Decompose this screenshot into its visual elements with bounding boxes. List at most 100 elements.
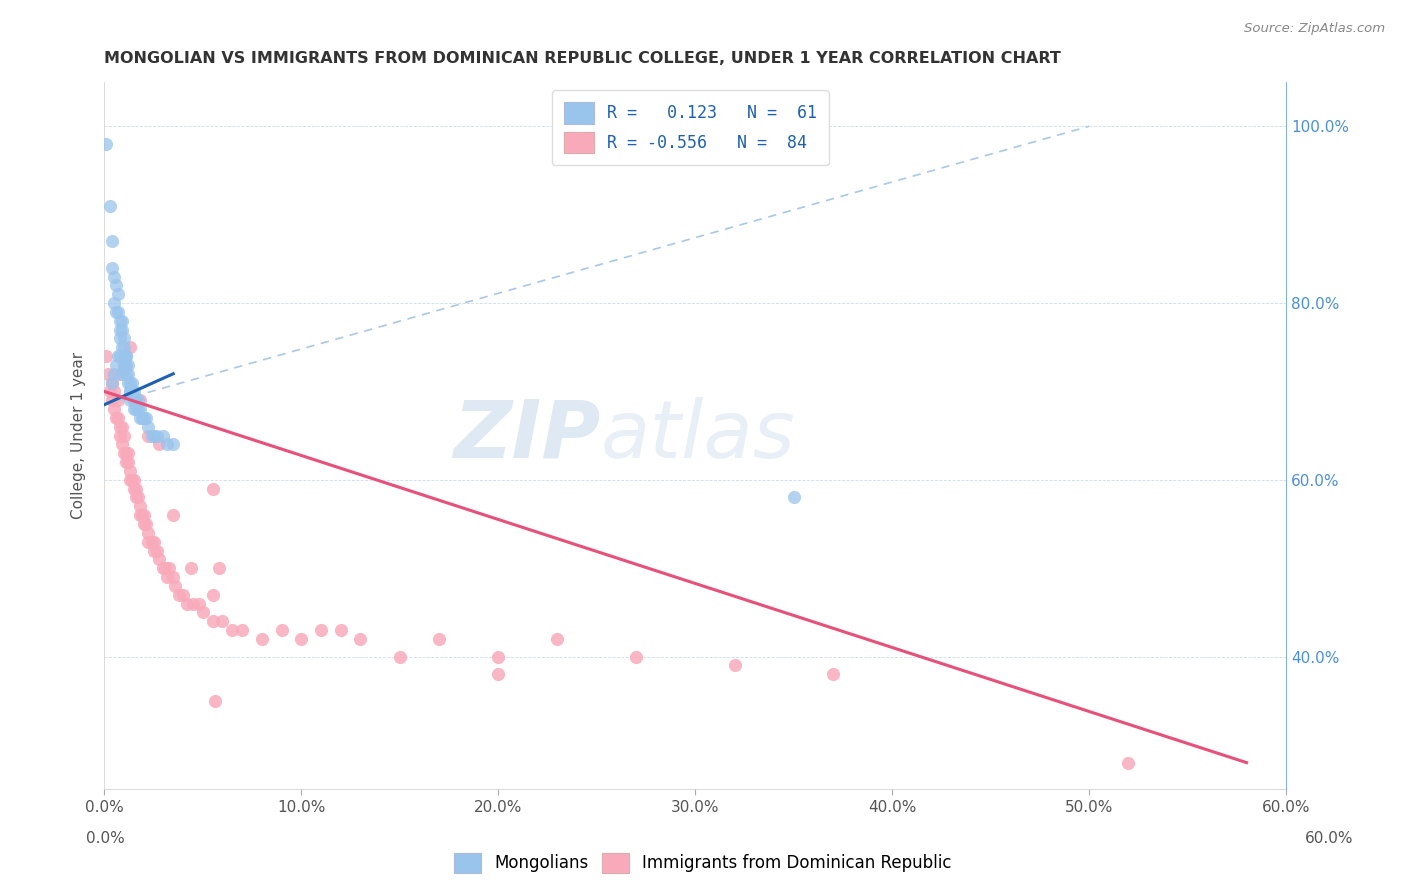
Point [118,464,141,478]
Point [108,322,131,336]
Point [136,428,159,442]
Point [97,367,120,381]
Point [125,482,148,496]
Point [105,411,128,425]
Point [131,411,153,425]
Point [162,570,184,584]
Point [128,393,150,408]
Point [101,393,124,408]
Point [349,632,371,646]
Point [108,367,131,381]
Point [118,340,141,354]
Point [388,649,411,664]
Point [112,349,135,363]
Point [152,561,174,575]
Point [108,419,131,434]
Point [118,393,141,408]
Point [115,349,138,363]
Point [117,358,139,372]
Point [112,349,135,363]
Point [121,376,143,390]
Point [486,649,509,664]
Point [118,473,141,487]
Point [105,358,128,372]
Point [290,632,312,646]
Point [122,384,145,399]
Point [201,588,224,602]
Point [112,428,135,442]
Point [132,411,155,425]
Point [142,543,165,558]
Point [128,500,150,514]
Point [127,402,149,417]
Point [231,623,253,637]
Point [108,349,131,363]
Point [136,419,159,434]
Point [108,331,131,345]
Point [131,508,153,523]
Point [132,516,155,531]
Point [204,694,226,708]
Point [96,349,118,363]
Point [107,287,129,301]
Point [122,402,145,417]
Point [103,402,125,417]
Point [125,393,148,408]
Point [162,437,184,451]
Point [122,482,145,496]
Point [115,367,138,381]
Point [427,632,450,646]
Point [486,667,509,681]
Point [112,331,135,345]
Point [105,305,128,319]
Point [98,384,121,399]
Point [107,411,129,425]
Point [101,376,124,390]
Point [107,393,129,408]
Point [821,667,844,681]
Point [111,367,134,381]
Point [142,428,165,442]
Point [121,473,143,487]
Point [181,597,204,611]
Legend: R =   0.123   N =  61, R = -0.556   N =  84: R = 0.123 N = 61, R = -0.556 N = 84 [553,90,828,165]
Point [112,446,135,460]
Point [141,534,163,549]
Point [148,437,170,451]
Point [157,561,180,575]
Point [156,437,179,451]
Text: atlas: atlas [600,397,796,475]
Point [723,658,745,673]
Point [172,588,194,602]
Point [136,525,159,540]
Point [118,376,141,390]
Point [782,491,804,505]
Point [108,428,131,442]
Point [546,632,568,646]
Point [103,384,125,399]
Y-axis label: College, Under 1 year: College, Under 1 year [72,352,86,519]
Point [111,419,134,434]
Point [201,482,224,496]
Point [115,455,138,469]
Point [103,296,125,310]
Point [146,428,169,442]
Point [180,561,202,575]
Point [135,411,157,425]
Point [111,437,134,451]
Point [221,623,243,637]
Point [118,384,141,399]
Point [112,340,135,354]
Point [148,552,170,566]
Point [1118,756,1140,770]
Text: 60.0%: 60.0% [1305,831,1353,846]
Point [128,402,150,417]
Point [117,376,139,390]
Point [128,508,150,523]
Point [112,358,135,372]
Point [122,473,145,487]
Point [142,534,165,549]
Text: ZIP: ZIP [453,397,600,475]
Point [125,491,148,505]
Point [309,623,332,637]
